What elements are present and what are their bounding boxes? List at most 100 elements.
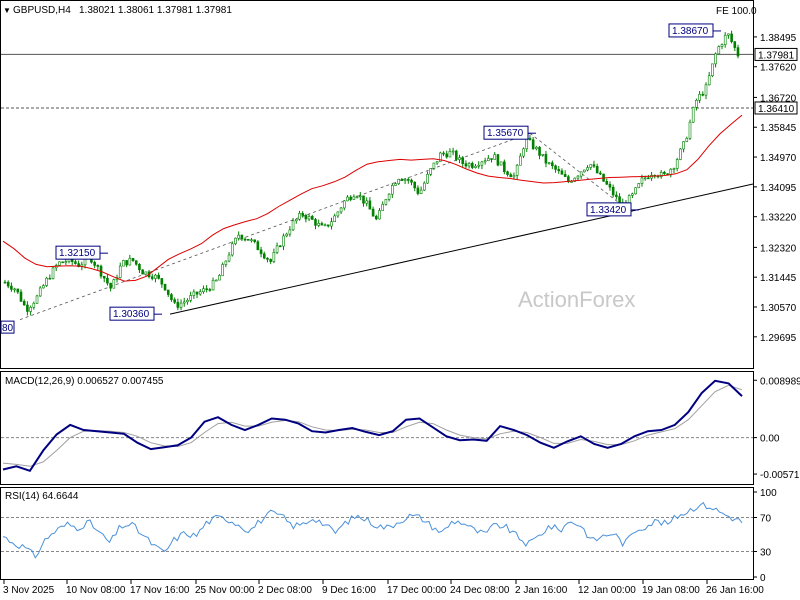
candle-body <box>474 165 477 168</box>
price-axis-label: 1.34095 <box>760 183 797 194</box>
candle-body <box>730 33 733 42</box>
candle-body <box>381 204 385 211</box>
time-axis-label: 10 Nov 08:00 <box>66 585 126 596</box>
candle-body <box>45 277 48 286</box>
time-axis-label: 19 Jan 08:00 <box>642 585 700 596</box>
candle-body <box>551 162 554 167</box>
candle-body <box>131 258 135 261</box>
candle-body <box>701 93 705 96</box>
candle-body <box>535 146 538 150</box>
candle-body <box>106 277 109 284</box>
watermark: ActionForex <box>518 287 635 312</box>
candle-body <box>128 258 132 266</box>
candle-body <box>253 239 256 242</box>
candle-body <box>432 162 436 169</box>
candle-body <box>675 159 679 169</box>
rsi-axis-label: 100 <box>760 488 777 499</box>
candle-body <box>275 245 279 253</box>
axis-layer: 1.38495 1.37620 1.36720 1.35845 1.34970 1.340… <box>3 33 800 596</box>
candle-body <box>291 220 295 231</box>
candle-body <box>733 41 737 48</box>
candle-body <box>611 186 615 196</box>
macd-line <box>2 379 743 472</box>
macd-panel-frame <box>0 371 754 485</box>
candle-body <box>285 233 288 237</box>
time-axis-label: 3 Nov 2025 <box>3 585 55 596</box>
candle-body <box>634 187 637 195</box>
candle-body <box>467 163 471 167</box>
candle-body <box>202 288 205 293</box>
candle-body <box>599 172 602 175</box>
candle-body <box>301 213 304 216</box>
candle-body <box>643 177 647 180</box>
rsi-layer <box>1 501 753 559</box>
price-axis-label: 1.38495 <box>760 33 797 44</box>
candle-body <box>330 221 333 227</box>
candle-body <box>525 137 529 150</box>
macd-title: MACD(12,26,9) 0.006527 0.007455 <box>5 376 164 387</box>
swing-label: 1.38670 <box>672 26 709 37</box>
candle-body <box>426 173 429 184</box>
candle-body <box>112 279 116 289</box>
price-axis-label: 1.37620 <box>760 63 797 74</box>
candle-body <box>538 146 541 156</box>
time-axis-label: 9 Dec 16:00 <box>322 585 376 596</box>
candle-body <box>589 164 593 168</box>
candle-body <box>288 229 292 235</box>
candle-body <box>102 275 106 279</box>
candle-body <box>22 300 26 306</box>
candle-body <box>448 151 452 158</box>
candle-body <box>246 239 250 241</box>
candle-body <box>554 165 557 170</box>
candle-body <box>397 179 401 184</box>
candle-body <box>391 185 394 195</box>
candle-body <box>563 174 567 177</box>
time-axis-label: 12 Jan 00:00 <box>578 585 636 596</box>
candle-body <box>362 195 365 204</box>
candle-body <box>346 196 349 202</box>
candle-body <box>451 150 455 153</box>
candle-body <box>77 263 80 268</box>
price-axis-label: 1.31445 <box>760 273 797 284</box>
swing-label: 1.35670 <box>487 128 524 139</box>
candle-body <box>464 163 468 167</box>
price-axis-label: 1.32320 <box>760 243 797 254</box>
candle-body <box>371 208 375 217</box>
candle-body <box>595 166 599 174</box>
price-axis-label: 1.29695 <box>760 333 797 344</box>
candle-body <box>205 288 208 290</box>
candle-body <box>16 288 20 293</box>
rsi-axis-label: 70 <box>760 514 772 525</box>
candle-body <box>61 261 64 264</box>
swing-label: 1.32150 <box>59 248 96 259</box>
candle-body <box>157 274 160 279</box>
candle-body <box>707 75 711 86</box>
candle-body <box>547 162 551 165</box>
candle-body <box>336 211 340 217</box>
candle-body <box>605 181 609 185</box>
candle-body <box>509 174 513 178</box>
candle-body <box>423 182 426 191</box>
candle-body <box>198 291 202 295</box>
candle-body <box>51 267 55 279</box>
candle-body <box>403 179 407 181</box>
candle-body <box>304 215 308 220</box>
macd-axis-label: 0.00 <box>760 434 780 445</box>
candle-body <box>544 153 548 164</box>
candle-body <box>282 235 285 247</box>
rsi-axis-label: 30 <box>760 548 772 559</box>
candle-body <box>663 171 666 174</box>
candle-body <box>458 157 461 160</box>
candle-body <box>358 195 362 198</box>
candle-body <box>26 304 29 312</box>
candle-body <box>48 277 52 280</box>
candle-body <box>579 171 583 177</box>
candle-body <box>339 207 343 213</box>
candle-body <box>278 245 282 248</box>
time-axis-label: 17 Nov 16:00 <box>130 585 190 596</box>
candle-body <box>637 183 641 188</box>
candle-body <box>720 44 724 47</box>
time-axis-label: 26 Jan 16:00 <box>706 585 764 596</box>
price-axis-label: 1.36720 <box>760 93 797 104</box>
